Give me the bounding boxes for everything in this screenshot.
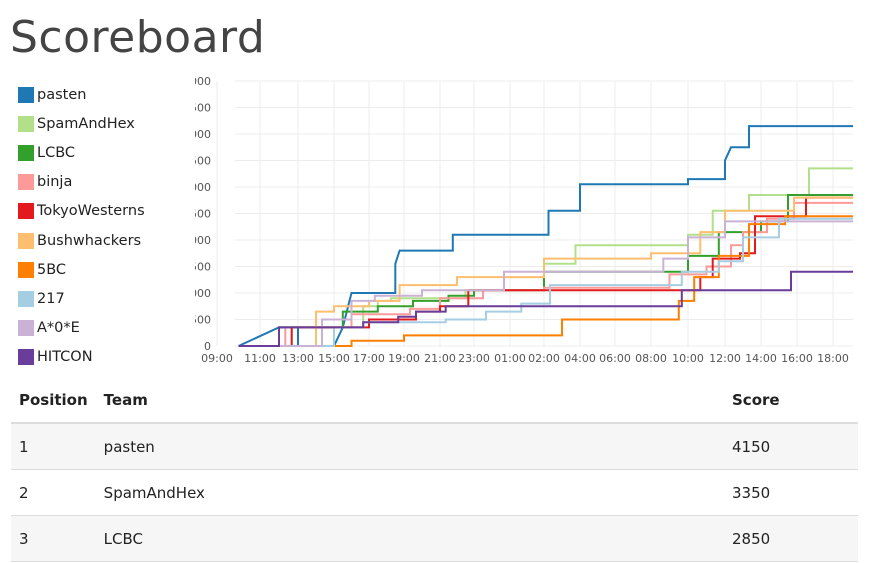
cell-team[interactable]: SpamAndHex [95, 469, 724, 516]
y-tick-label: 4500 [195, 102, 211, 115]
y-tick-label: 3500 [195, 155, 211, 168]
x-tick-label: 14:00 [745, 352, 777, 365]
x-tick-label: 17:00 [353, 352, 385, 365]
x-tick-label: 08:00 [635, 352, 667, 365]
x-tick-label: 04:00 [564, 352, 596, 365]
legend-item: HITCON [18, 343, 145, 372]
y-tick-label: 4000 [195, 128, 211, 141]
header-position: Position [11, 378, 96, 424]
series-line-5bc [238, 215, 853, 347]
legend-item: LCBC [18, 138, 145, 167]
legend-label: pasten [37, 86, 87, 103]
legend-item: binja [18, 168, 145, 197]
header-score: Score [724, 378, 858, 424]
legend-swatch [18, 232, 34, 249]
series-line-binja [238, 201, 853, 347]
legend-swatch [18, 86, 34, 103]
series-line-tokyowesterns [238, 196, 853, 347]
legend-swatch [18, 290, 34, 307]
cell-team[interactable]: pasten [95, 422, 724, 470]
cell-team[interactable]: LCBC [95, 515, 724, 562]
y-tick-label: 1000 [195, 287, 211, 300]
legend-label: 217 [37, 290, 65, 307]
legend-item: pasten [18, 80, 145, 109]
y-tick-label: 2500 [195, 208, 211, 221]
x-tick-label: 13:00 [282, 352, 314, 365]
legend-swatch [18, 174, 34, 191]
x-tick-label: 15:00 [318, 352, 350, 365]
x-tick-label: 12:00 [709, 352, 741, 365]
legend-label: Bushwhackers [37, 232, 142, 249]
legend-item: 5BC [18, 255, 145, 284]
legend-swatch [18, 115, 34, 132]
chart-legend: pasten SpamAndHex LCBC binja TokyoWesterns Bu… [18, 80, 145, 372]
y-tick-label: 0 [204, 340, 211, 353]
x-tick-label: 16:00 [781, 352, 813, 365]
x-tick-label: 06:00 [599, 352, 631, 365]
legend-label: A*0*E [37, 320, 80, 337]
legend-item: TokyoWesterns [18, 197, 145, 226]
legend-swatch [18, 261, 34, 278]
legend-item: Bushwhackers [18, 226, 145, 255]
score-chart: 0 500 1000 1500 2000 2500 3000 3500 4000 4500 5000… [195, 75, 853, 365]
table-row: 3 LCBC 2850 [11, 515, 858, 562]
table-row: 1 pasten 4150 [11, 422, 858, 470]
legend-item: SpamAndHex [18, 109, 145, 138]
x-tick-label: 18:00 [817, 352, 849, 365]
legend-item: A*0*E [18, 314, 145, 343]
x-tick-label: 10:00 [672, 352, 704, 365]
cell-score: 2850 [724, 515, 858, 562]
series-line-hitcon [238, 270, 853, 347]
x-tick-label: 09:00 [201, 352, 233, 365]
series-line-lcbc [238, 194, 853, 347]
table-header-row: Position Team Score [11, 378, 858, 424]
cell-position: 3 [11, 515, 96, 562]
y-tick-label: 2000 [195, 234, 211, 247]
legend-label: 5BC [37, 261, 67, 278]
scoreboard-table: Position Team Score 1 pasten 4150 2 Spam… [11, 378, 858, 562]
cell-score: 3350 [724, 469, 858, 516]
legend-label: LCBC [37, 144, 76, 161]
x-tick-label: 01:00 [494, 352, 526, 365]
legend-swatch [18, 349, 34, 366]
legend-label: TokyoWesterns [37, 203, 145, 220]
cell-position: 2 [11, 469, 96, 516]
table-row: 2 SpamAndHex 3350 [11, 469, 858, 516]
cell-position: 1 [11, 422, 96, 470]
series-line-a-0-e [238, 220, 853, 347]
y-tick-label: 3000 [195, 181, 211, 194]
legend-label: binja [37, 174, 73, 191]
y-tick-label: 5000 [195, 75, 211, 88]
page-title: Scoreboard [10, 12, 266, 63]
x-tick-label: 23:00 [458, 352, 490, 365]
legend-label: SpamAndHex [37, 115, 135, 132]
y-tick-label: 500 [195, 314, 211, 327]
y-tick-label: 1500 [195, 261, 211, 274]
x-tick-label: 21:00 [424, 352, 456, 365]
legend-label: HITCON [37, 349, 93, 366]
cell-score: 4150 [724, 422, 858, 470]
legend-item: 217 [18, 284, 145, 313]
legend-swatch [18, 203, 34, 220]
header-team: Team [95, 378, 724, 424]
legend-swatch [18, 144, 34, 161]
x-tick-label: 11:00 [244, 352, 276, 365]
x-tick-label: 19:00 [388, 352, 420, 365]
x-tick-label: 02:00 [528, 352, 560, 365]
legend-swatch [18, 320, 34, 337]
